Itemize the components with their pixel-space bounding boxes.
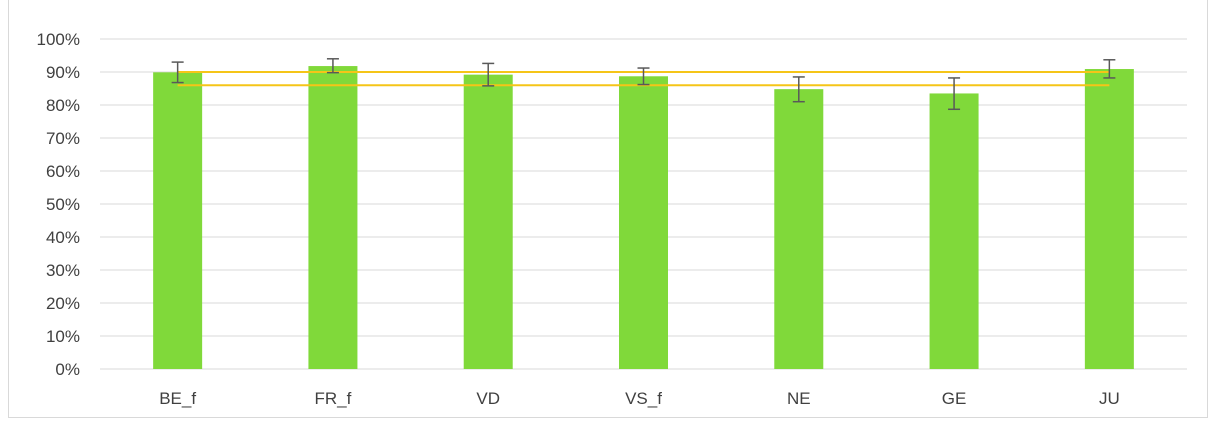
x-tick-label: GE: [942, 389, 967, 408]
y-tick-label: 90%: [46, 63, 80, 82]
x-tick-label: NE: [787, 389, 811, 408]
x-tick-label: BE_f: [159, 389, 196, 408]
y-tick-label: 10%: [46, 327, 80, 346]
y-axis-ticks: 0% 10% 20% 30% 40% 50% 60% 70% 80% 90% 100%: [37, 30, 80, 379]
y-tick-label: 30%: [46, 261, 80, 280]
bar: [308, 66, 358, 369]
y-tick-label: 80%: [46, 96, 80, 115]
bar: [619, 76, 668, 369]
y-tick-label: 50%: [46, 195, 80, 214]
bar: [929, 93, 979, 369]
bar: [153, 72, 203, 369]
x-axis-ticks: BE_f FR_f VD VS_f NE GE JU: [159, 389, 1120, 408]
bars: [153, 66, 1134, 369]
chart-frame: [8, 0, 1208, 418]
bar: [463, 74, 513, 369]
y-tick-label: 20%: [46, 294, 80, 313]
y-tick-label: 100%: [37, 30, 80, 49]
x-tick-label: JU: [1099, 389, 1120, 408]
error-bars: [171, 58, 1116, 111]
y-tick-label: 0%: [55, 360, 80, 379]
x-tick-label: VD: [476, 389, 500, 408]
y-tick-label: 60%: [46, 162, 80, 181]
x-tick-label: FR_f: [315, 389, 352, 408]
y-tick-label: 70%: [46, 129, 80, 148]
x-tick-label: VS_f: [625, 389, 662, 408]
y-tick-label: 40%: [46, 228, 80, 247]
bar: [1084, 69, 1134, 369]
bar: [774, 89, 824, 369]
